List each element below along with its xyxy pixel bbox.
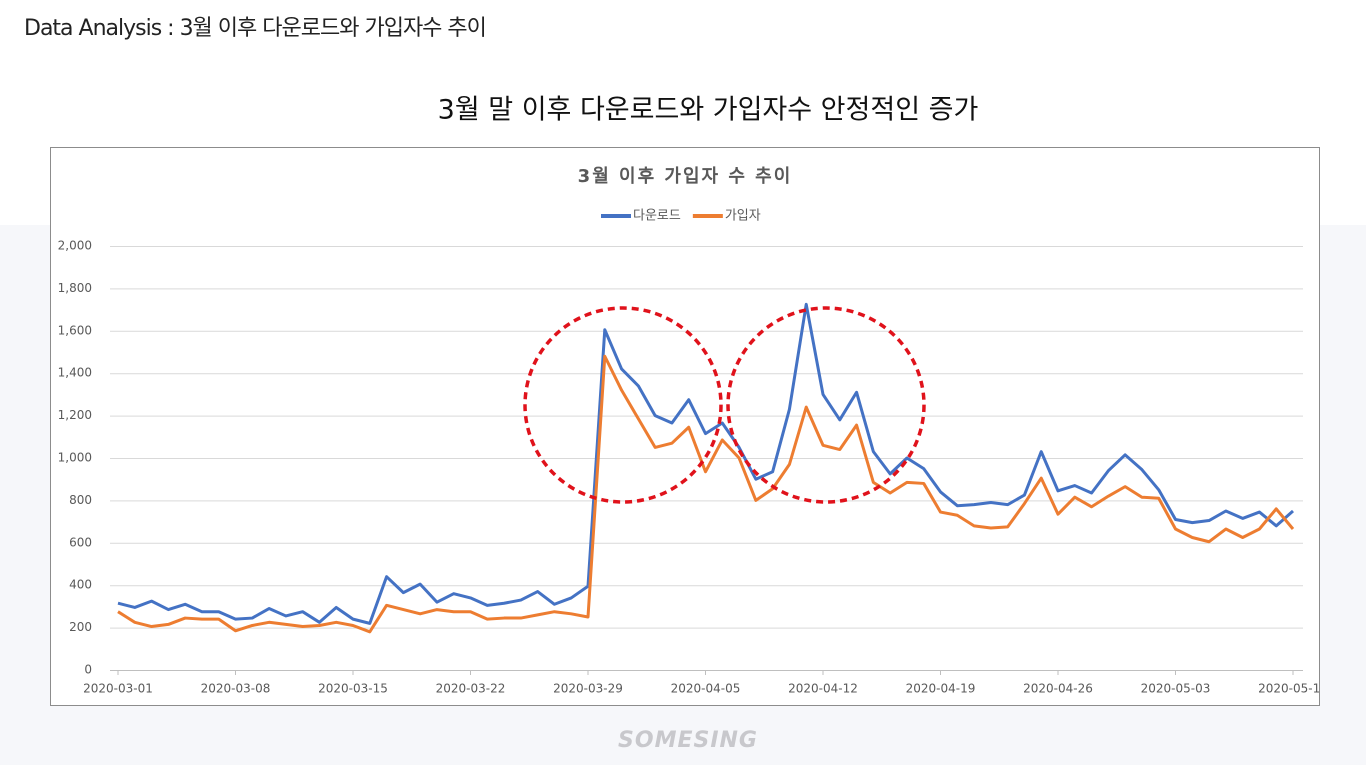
series-line xyxy=(117,302,1294,625)
plot: 0 200 400 600 800 1,000 1,200 1,400 1,600 1,800 2,… xyxy=(58,209,1328,696)
x-tick-label: 2020-03-29 xyxy=(553,682,623,696)
x-tick-label: 2020-05-03 xyxy=(1141,682,1211,696)
y-tick-label: 1,000 xyxy=(58,451,92,465)
x-tick-label: 2020-03-01 xyxy=(83,682,153,696)
chart-title: 3월 이후 가입자 수 추이 xyxy=(578,165,793,187)
highlight-circle xyxy=(523,306,723,504)
y-tick-label: 600 xyxy=(69,535,92,549)
y-tick-label: 1,800 xyxy=(58,281,92,295)
legend-label: 다운로드 xyxy=(633,209,681,224)
x-tick-label: 2020-03-15 xyxy=(318,682,388,696)
x-tick-label: 2020-04-05 xyxy=(671,682,741,696)
legend-label: 가입자 xyxy=(725,209,761,224)
x-tick-label: 2020-03-08 xyxy=(201,682,271,696)
y-tick-label: 1,400 xyxy=(58,366,92,380)
y-tick-label: 200 xyxy=(69,620,92,634)
series-line xyxy=(117,354,1295,634)
y-tick-label: 2,000 xyxy=(58,239,92,253)
x-tick-label: 2020-05-10 xyxy=(1258,682,1328,696)
y-tick-label: 1,600 xyxy=(58,323,92,337)
highlight-circle xyxy=(726,306,926,504)
x-labels: 2020-03-01 2020-03-08 2020-03-15 2020-03-22… xyxy=(83,682,1328,696)
x-tick-label: 2020-03-22 xyxy=(436,682,506,696)
y-tick-label: 800 xyxy=(69,493,92,507)
x-tick-label: 2020-04-26 xyxy=(1023,682,1093,696)
heading: Data Analysis : 3월 이후 다운로드와 가입자수 추이 xyxy=(24,16,486,41)
x-tick-label: 2020-04-12 xyxy=(788,682,858,696)
y-tick-label: 1,200 xyxy=(58,408,92,422)
y-tick-label: 400 xyxy=(69,578,92,592)
y-tick-label: 0 xyxy=(84,663,92,677)
chart-frame xyxy=(50,147,1320,706)
x-tick-label: 2020-04-19 xyxy=(906,682,976,696)
subheading: 3월 말 이후 다운로드와 가입자수 안정적인 증가 xyxy=(438,95,979,126)
footer-logo: SOMESING xyxy=(618,728,758,753)
